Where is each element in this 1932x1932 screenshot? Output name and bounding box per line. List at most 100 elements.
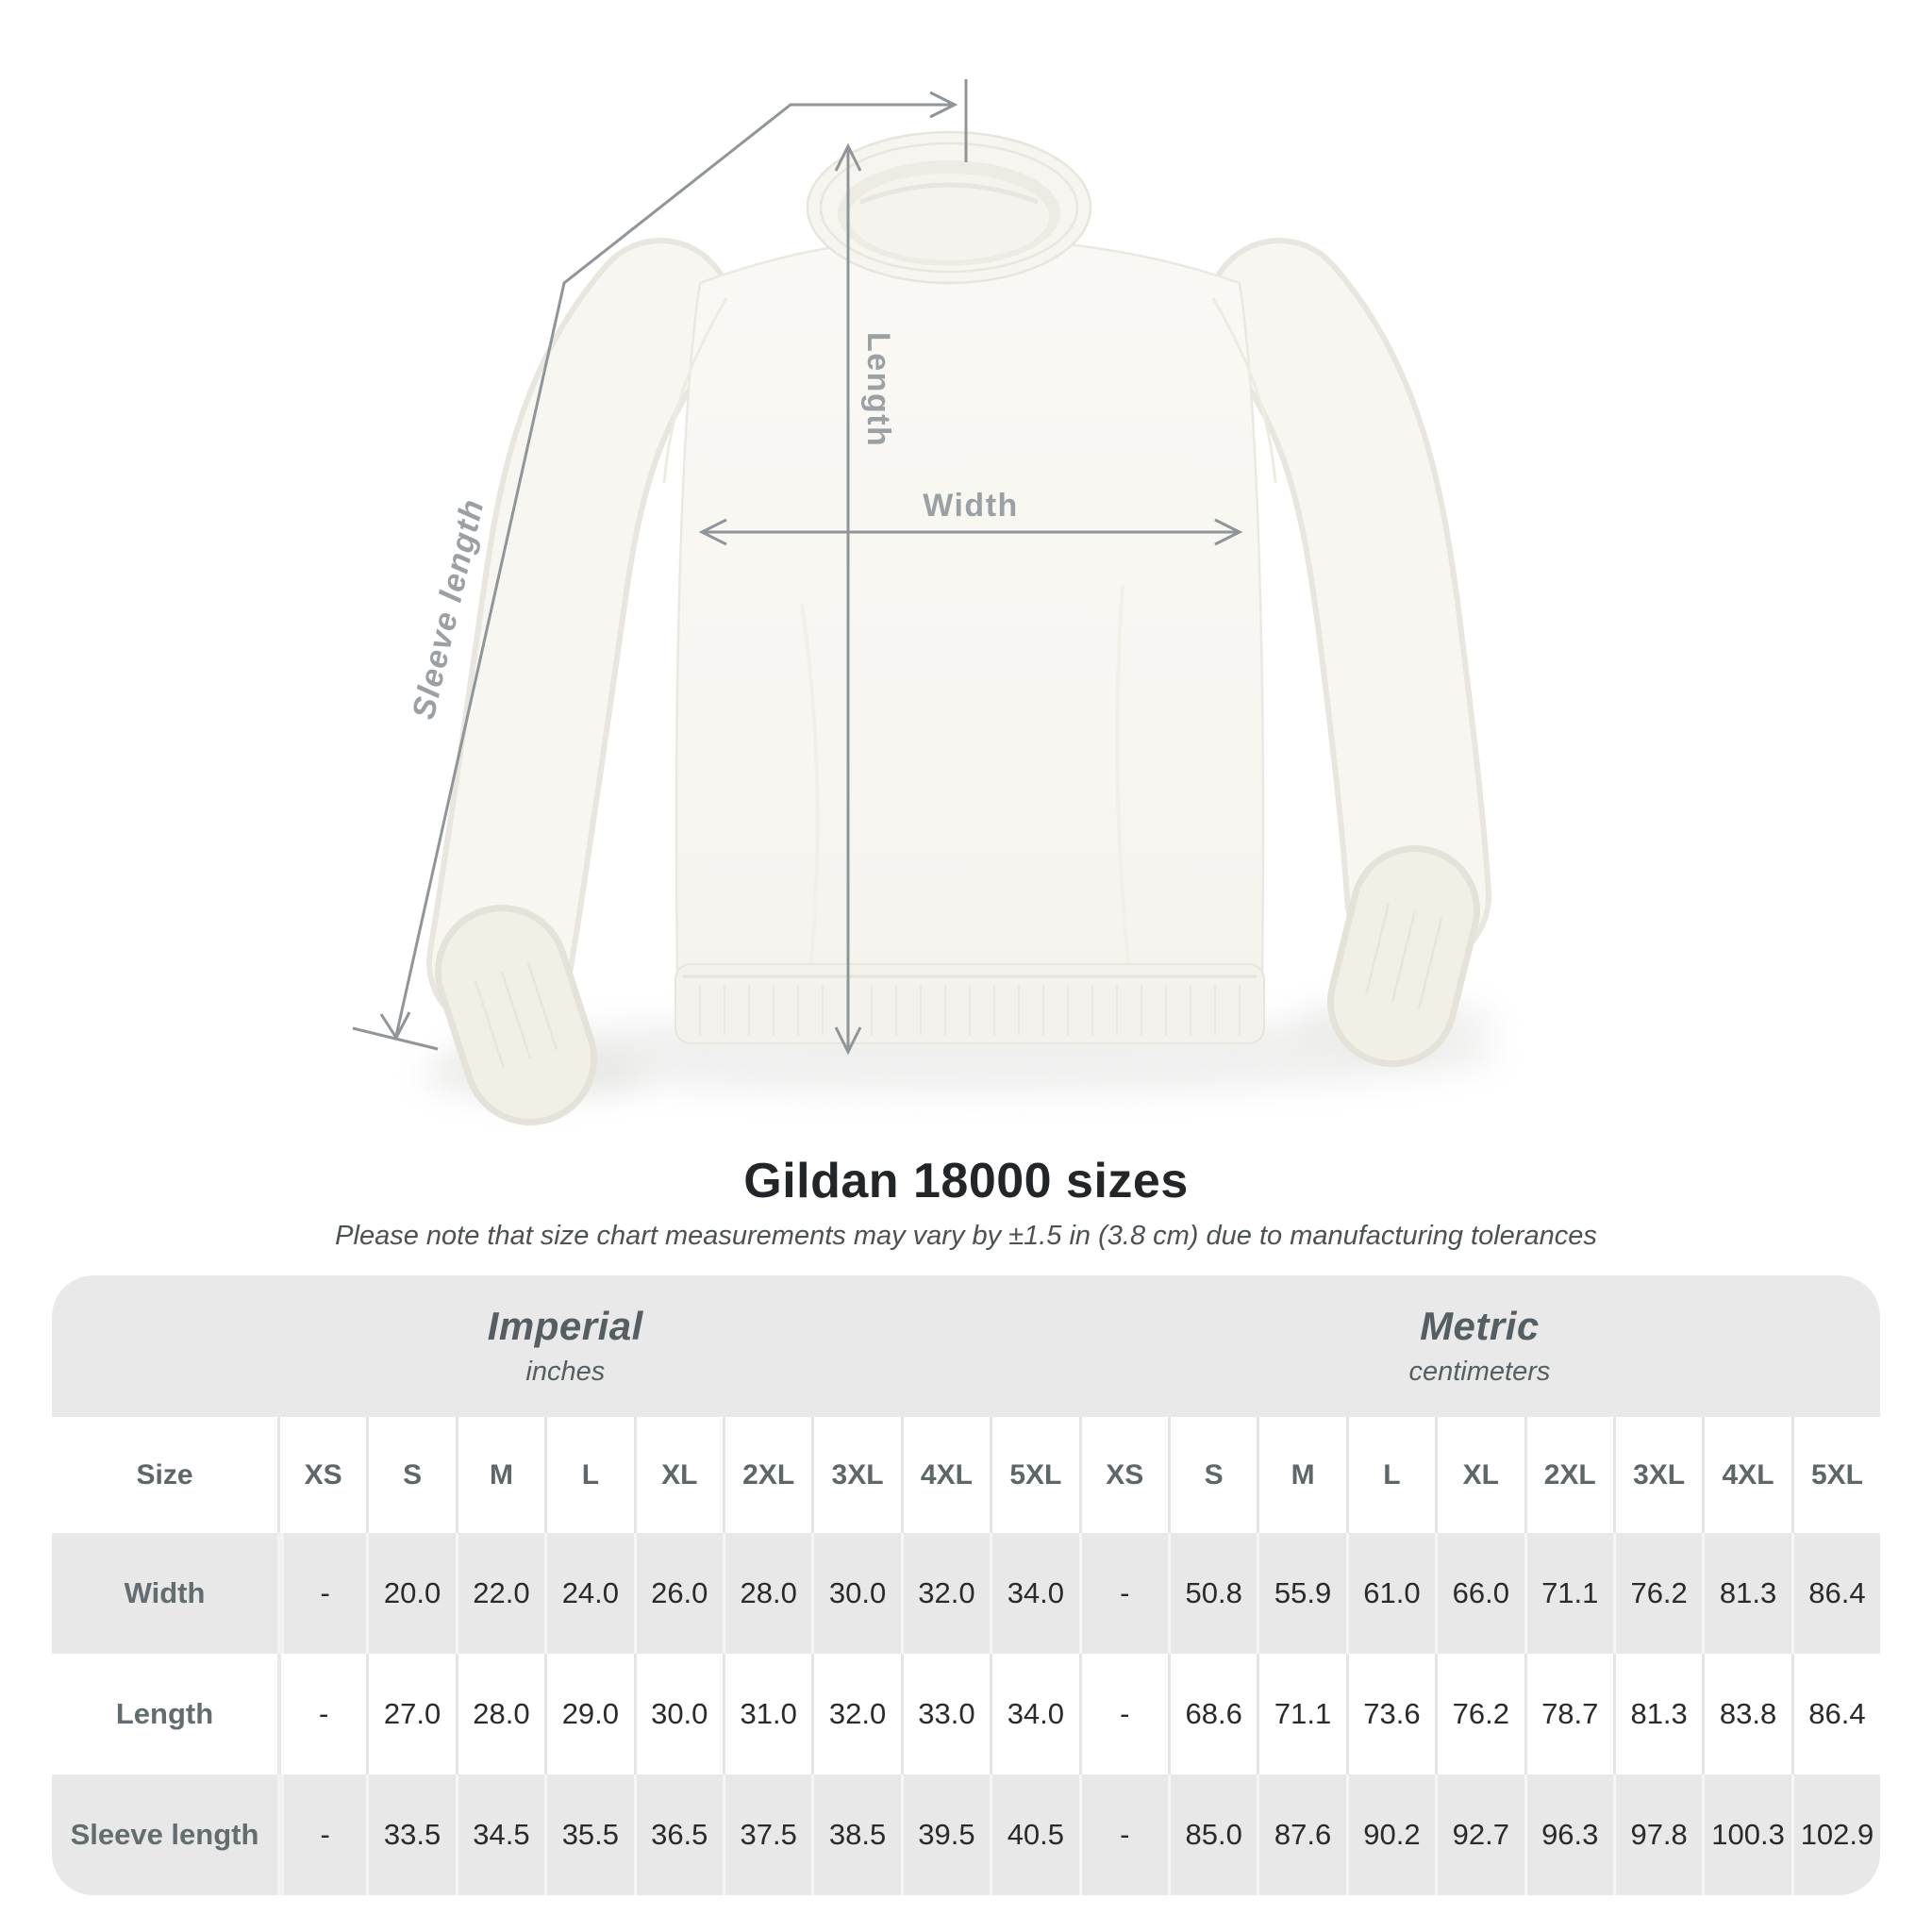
table-cell: 50.8 [1167, 1533, 1257, 1654]
size-header-imperial-xl: XL [633, 1417, 723, 1533]
table-row: Width -20.0 22.0 24.0 26.0 28.0 30.0 32.0 34.0-5… [52, 1533, 1881, 1654]
table-row: Length -27.0 28.0 29.0 30.0 31.0 32.0 33.0 34.0-… [52, 1654, 1881, 1774]
width-dimension-arrow: Width [698, 488, 1243, 546]
table-cell: 92.7 [1435, 1774, 1524, 1895]
size-header-imperial-5xl: 5XL [990, 1417, 1079, 1533]
unit-header-row: Imperial inches Metric centimeters [52, 1275, 1881, 1417]
size-chart-table: Imperial inches Metric centimeters Size … [52, 1275, 1881, 1895]
row-label: Width [52, 1533, 277, 1654]
size-header-metric-xl: XL [1435, 1417, 1524, 1533]
size-column-header: Size [52, 1417, 277, 1533]
table-cell: 81.3 [1702, 1533, 1791, 1654]
table-cell: 28.0 [455, 1654, 545, 1774]
right-armhole-seam [1211, 297, 1277, 484]
left-cuff [435, 905, 597, 1125]
size-header-metric-xs: XS [1078, 1417, 1168, 1533]
imperial-sublabel: inches [525, 1357, 606, 1387]
table-cell: 32.0 [900, 1533, 991, 1654]
size-header-metric-3xl: 3XL [1612, 1417, 1703, 1533]
table-cell: - [1078, 1774, 1168, 1895]
table-cell: 36.5 [633, 1774, 723, 1895]
table-cell: 96.3 [1524, 1774, 1613, 1895]
size-header-metric-s: S [1167, 1417, 1257, 1533]
size-header-metric-l: L [1345, 1417, 1436, 1533]
table-cell: 39.5 [900, 1774, 991, 1895]
right-sleeve [1211, 243, 1486, 964]
table-cell: 68.6 [1167, 1654, 1257, 1774]
length-dimension-arrow: Length [834, 142, 896, 1056]
table-cell: 34.0 [990, 1533, 1079, 1654]
table-cell: 86.4 [1790, 1533, 1881, 1654]
hem-band [675, 963, 1265, 1044]
table-cell: 30.0 [633, 1654, 723, 1774]
metric-sublabel: centimeters [1408, 1357, 1551, 1387]
table-cell: 78.7 [1524, 1654, 1613, 1774]
table-cell: - [1078, 1654, 1168, 1774]
size-header-imperial-3xl: 3XL [811, 1417, 901, 1533]
table-cell: 100.3 [1702, 1774, 1791, 1895]
table-cell: - [1078, 1533, 1168, 1654]
table-cell: 97.8 [1612, 1774, 1703, 1895]
imperial-label: Imperial [487, 1304, 643, 1348]
table-cell: 20.0 [366, 1533, 456, 1654]
left-armhole-seam [662, 297, 728, 484]
size-header-imperial-m: M [455, 1417, 545, 1533]
imperial-header: Imperial inches [52, 1275, 1079, 1417]
table-cell: 34.0 [990, 1654, 1079, 1774]
table-cell: 22.0 [455, 1533, 545, 1654]
table-cell: 86.4 [1790, 1654, 1881, 1774]
tolerance-note: Please note that size chart measurements… [335, 1221, 1597, 1251]
table-cell: 73.6 [1345, 1654, 1436, 1774]
size-header-imperial-s: S [366, 1417, 456, 1533]
crew-collar [806, 130, 1092, 285]
table-cell: 34.5 [455, 1774, 545, 1895]
size-header-metric-m: M [1257, 1417, 1346, 1533]
table-cell: 66.0 [1435, 1533, 1524, 1654]
row-label: Sleeve length [52, 1774, 277, 1895]
size-header-imperial-l: L [544, 1417, 634, 1533]
table-cell: 33.5 [366, 1774, 456, 1895]
table-cell: 76.2 [1612, 1533, 1703, 1654]
size-header-imperial-4xl: 4XL [900, 1417, 991, 1533]
table-cell: 38.5 [811, 1774, 901, 1895]
table-cell: 40.5 [990, 1774, 1079, 1895]
table-cell: 102.9 [1790, 1774, 1881, 1895]
table-cell: 37.5 [722, 1774, 812, 1895]
table-row: Sleeve length - 33.5 34.5 35.5 36.5 37.5 38.5 39… [52, 1774, 1881, 1895]
table-cell: 28.0 [722, 1533, 812, 1654]
table-cell: 55.9 [1257, 1533, 1346, 1654]
right-cuff [1327, 845, 1480, 1067]
metric-header: Metric centimeters [1078, 1275, 1881, 1417]
body-panel [675, 236, 1265, 979]
table-cell: 81.3 [1612, 1654, 1703, 1774]
table-cell: 35.5 [544, 1774, 634, 1895]
table-cell: 29.0 [544, 1654, 634, 1774]
table-cell: 76.2 [1435, 1654, 1524, 1774]
table-cell: 26.0 [633, 1533, 723, 1654]
size-header-metric-2xl: 2XL [1524, 1417, 1613, 1533]
size-header-imperial-xs: XS [277, 1417, 367, 1533]
width-label: Width [923, 488, 1019, 524]
table-cell: 85.0 [1167, 1774, 1257, 1895]
table-cell: - [277, 1654, 367, 1774]
table-cell: 83.8 [1702, 1654, 1791, 1774]
size-header-imperial-2xl: 2XL [722, 1417, 812, 1533]
table-cell: 61.0 [1345, 1533, 1436, 1654]
table-cell: 31.0 [722, 1654, 812, 1774]
metric-label: Metric [1420, 1304, 1540, 1348]
table-cell: 90.2 [1345, 1774, 1436, 1895]
row-label: Length [52, 1654, 277, 1774]
table-cell: 71.1 [1524, 1533, 1613, 1654]
size-header-row: Size XS S M L XL 2XL 3XL 4XL 5XL XS S M L XL 2XL 3XL 4XL… [52, 1417, 1881, 1533]
table-cell: 33.0 [900, 1654, 991, 1774]
left-sleeve [432, 243, 728, 1030]
table-cell: 87.6 [1257, 1774, 1346, 1895]
sweatshirt-measurement-diagram: Length Width Sleeve length [352, 79, 1500, 1125]
table-cell: 24.0 [544, 1533, 634, 1654]
table-cell: - [277, 1533, 367, 1654]
size-header-metric-4xl: 4XL [1702, 1417, 1791, 1533]
table-cell: 71.1 [1257, 1654, 1346, 1774]
table-cell: 32.0 [811, 1654, 901, 1774]
table-cell: 27.0 [366, 1654, 456, 1774]
